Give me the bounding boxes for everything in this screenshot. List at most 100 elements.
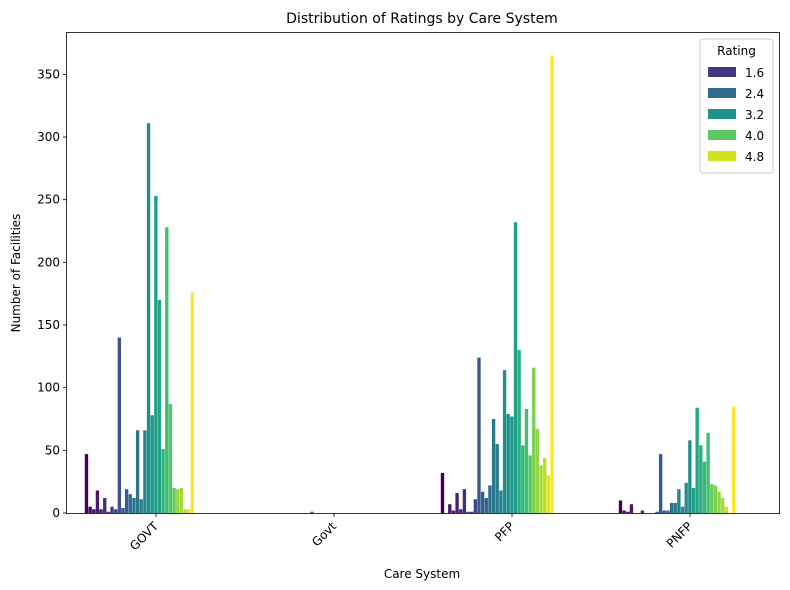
y-tick-label: 350 [37,67,60,81]
y-tick-label: 200 [37,255,60,269]
bar [459,509,463,513]
bar [132,497,136,513]
legend-label: 4.8 [745,150,764,164]
x-axis: GOVT Govt PFP PNFP [127,513,695,553]
bar [532,367,536,513]
y-axis-label: Number of Facilities [9,214,23,333]
bar [179,487,184,513]
bar [546,475,551,513]
y-tick-label: 100 [37,381,60,395]
y-tick-label: 300 [37,130,60,144]
plot-frame [66,32,780,514]
bar [513,222,518,514]
bar [310,511,314,513]
bar [684,482,688,513]
legend-label: 3.2 [745,108,764,122]
bar [480,491,485,513]
bar [146,123,151,513]
bar [669,502,674,513]
bar [161,449,165,513]
bar [680,506,685,513]
bar [84,454,89,513]
legend: Rating 1.6 2.4 3.2 4.0 4.8 [699,38,774,174]
bar [168,403,173,513]
bar [157,299,162,513]
bar [470,511,474,513]
legend-label: 4.0 [745,129,764,143]
bar [455,492,459,513]
x-tick-label: GOVT [127,519,161,553]
legend-label: 2.4 [745,87,764,101]
bar [451,510,456,513]
bar [528,455,532,513]
legend-swatch [708,151,736,161]
legend-swatch [708,130,736,140]
bar [473,499,478,513]
x-axis-label: Care System [384,567,460,581]
bar [172,487,176,513]
bar [135,430,140,513]
x-tick-label: PNFP [664,519,695,550]
bar [713,485,718,513]
legend-swatch [708,67,736,77]
bar [724,506,729,513]
bar [187,509,191,513]
y-tick-label: 150 [37,318,60,332]
bar [154,195,158,513]
bar [677,489,681,513]
legend-label: 1.6 [745,66,764,80]
bar [731,406,736,513]
bar [139,499,143,513]
y-tick-label: 50 [45,443,60,457]
bar [550,55,554,513]
chart-title: Distribution of Ratings by Care System [286,11,558,27]
bar [658,454,663,513]
bar [524,408,529,513]
bar [110,506,114,513]
bar [510,416,514,513]
bar [495,444,499,513]
bar [190,292,195,513]
bar [539,465,543,513]
bar [629,504,634,513]
bar [691,487,696,513]
y-tick-label: 250 [37,193,60,207]
bar [655,511,659,513]
bar [506,413,510,513]
bar [462,489,467,513]
bar [92,509,96,513]
bar [124,489,129,513]
legend-swatch [708,88,736,98]
bar [699,445,703,513]
bar [95,490,100,513]
bar [88,506,92,513]
bar [477,357,481,513]
bar [543,457,547,513]
bar [502,370,507,513]
bar [466,511,470,513]
bar [721,497,725,513]
bar [688,440,692,513]
bar [128,494,132,513]
bar [535,429,540,513]
bar [183,509,187,513]
bar [706,432,710,513]
bar [488,485,492,513]
bar [640,510,645,513]
bar [448,504,452,513]
bar [521,445,525,513]
bar [662,510,666,513]
bar [499,490,503,513]
y-axis: 0 50 100 150 200 250 300 350 [37,67,67,520]
bar [103,497,107,513]
bar [626,511,630,513]
y-tick-label: 0 [52,506,60,520]
x-tick-label: PFP [492,519,517,544]
bar [702,461,707,513]
bar [106,511,111,513]
legend-title: Rating [717,44,756,58]
bar [491,419,496,513]
bar [618,500,623,513]
bar [717,491,721,513]
